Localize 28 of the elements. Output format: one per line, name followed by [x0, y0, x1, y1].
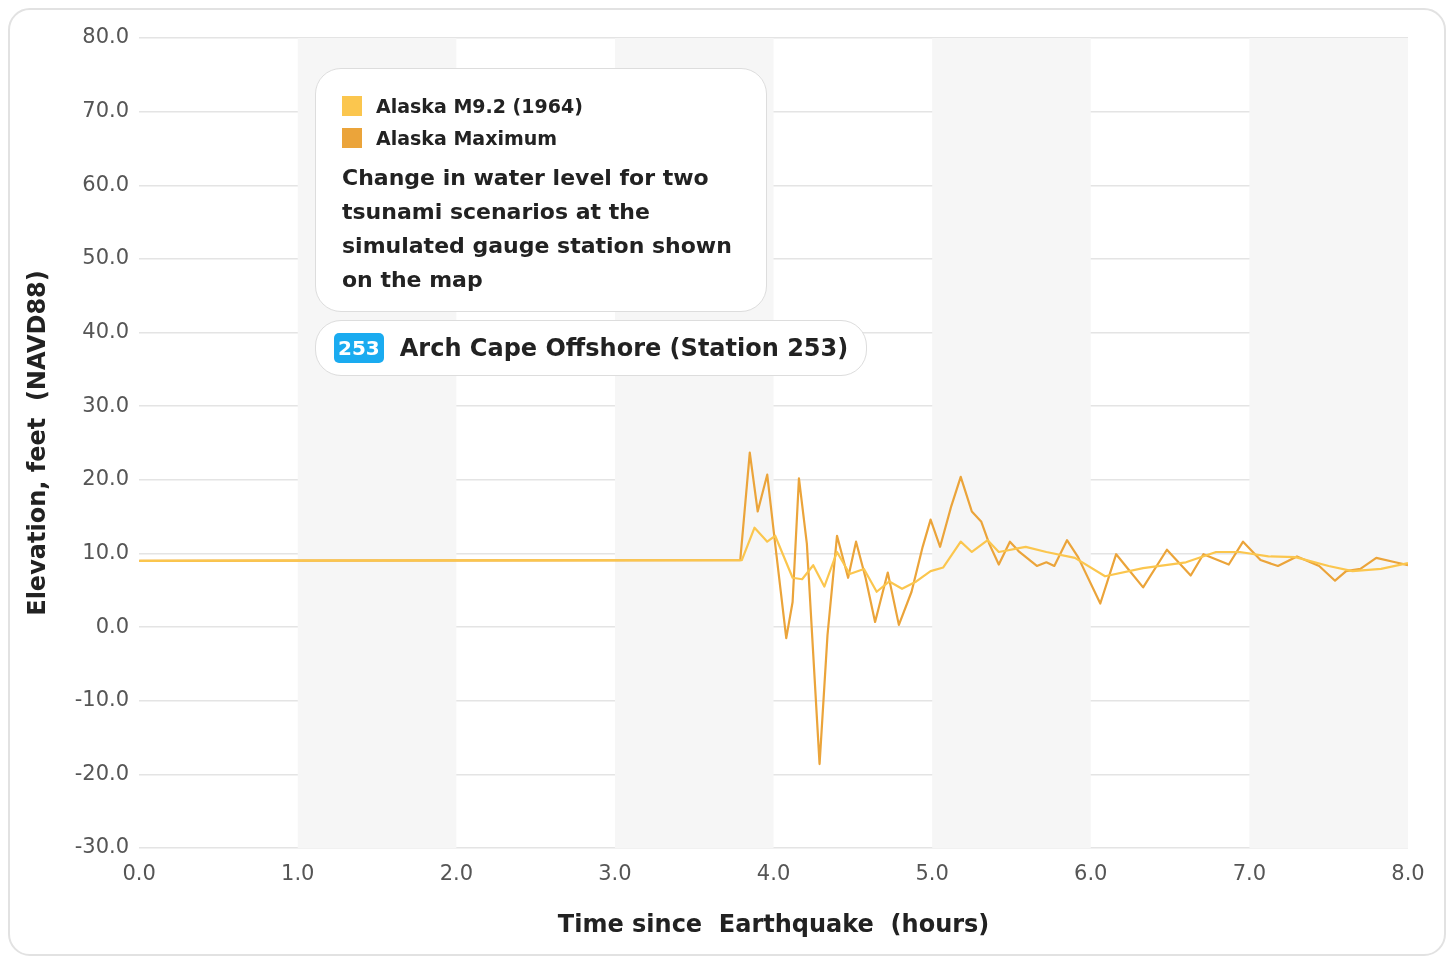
annotation: Arch Cape Offshore (Station 253): [399, 334, 849, 362]
x-tick-label: 1.0: [281, 861, 315, 886]
y-tick-label: 20.0: [82, 466, 130, 491]
x-tick-label: 8.0: [1391, 861, 1425, 886]
x-tick-label: 4.0: [756, 861, 791, 886]
y-tick-label: 60.0: [82, 171, 130, 196]
legend-label: Alaska M9.2 (1964): [376, 95, 583, 117]
x-tick-label: 2.0: [439, 861, 474, 886]
y-tick-label: 10.0: [82, 539, 130, 564]
x-axis-title: Time since Earthquake (hours): [557, 909, 990, 938]
annotation: 253: [334, 333, 384, 363]
annotation: Change in water level for two tsunami scenarios at the simulated gauge station shown on the map: [342, 164, 733, 294]
x-tick-label: 0.0: [122, 861, 156, 886]
y-tick-label: -30.0: [74, 834, 130, 859]
y-tick-label: 40.0: [82, 319, 130, 343]
y-tick-label: -10.0: [74, 687, 130, 712]
x-tick-label: 6.0: [1074, 861, 1108, 886]
x-tick-label: 5.0: [915, 861, 949, 886]
y-tick-label: 70.0: [82, 98, 130, 123]
y-axis-title: Elevation, feet (NAVD88): [22, 270, 51, 616]
y-tick-label: -20.0: [74, 760, 130, 785]
legend-label: Alaska Maximum: [376, 127, 558, 149]
y-tick-label: 30.0: [82, 392, 130, 417]
y-tick-label: 80.0: [82, 24, 130, 49]
x-tick-label: 7.0: [1232, 861, 1267, 886]
y-tick-label: 50.0: [82, 245, 130, 270]
x-tick-label: 3.0: [598, 861, 632, 886]
y-tick-label: 0.0: [95, 613, 130, 638]
